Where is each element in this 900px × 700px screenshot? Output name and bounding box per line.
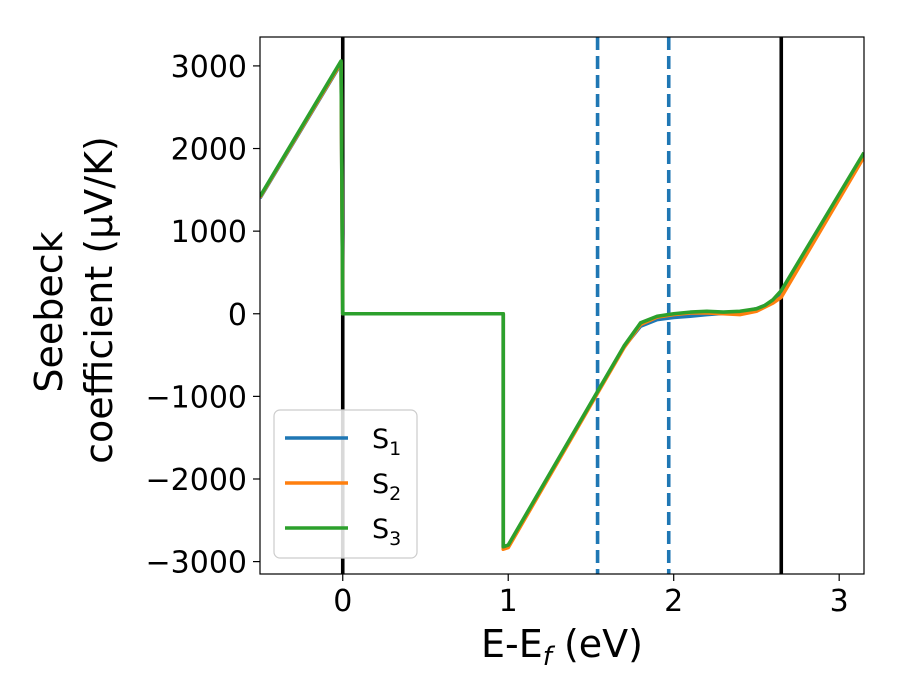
x-axis-label-main: E-E [481,622,543,666]
axis-ticks: 0 1 2 3 3000 2000 1000 0 −1000 −2000 −3000 [146,50,849,619]
legend-label-s1: S1 [372,424,401,460]
x-tick-label: 3 [830,584,849,619]
y-tick-label: 2000 [171,133,247,168]
series-line-s3 [260,59,864,549]
y-tick-label: −3000 [146,546,247,581]
legend-label-s3: S3 [372,514,401,550]
y-tick-label: −2000 [146,463,247,498]
y-tick-label: 0 [228,298,247,333]
series-lines [260,59,864,552]
y-tick-label: 3000 [171,50,247,85]
legend: S1 S2 S3 [273,409,418,559]
x-tick-label: 1 [499,584,518,619]
y-tick-label: 1000 [171,215,247,250]
x-axis-label-unit: (eV) [552,622,643,666]
y-tick-label: −1000 [146,380,247,415]
legend-entries: S1 S2 S3 [285,424,401,550]
y-axis-label-line2: coefficient (μV/K) [77,136,121,464]
x-tick-label: 2 [664,584,683,619]
legend-label-s2: S2 [372,469,401,505]
plot-frame [259,36,865,575]
x-axis-label: E-Ef (eV) [481,622,643,672]
y-axis-label-line1: Seebeck [27,231,71,392]
x-tick-label: 0 [333,584,352,619]
